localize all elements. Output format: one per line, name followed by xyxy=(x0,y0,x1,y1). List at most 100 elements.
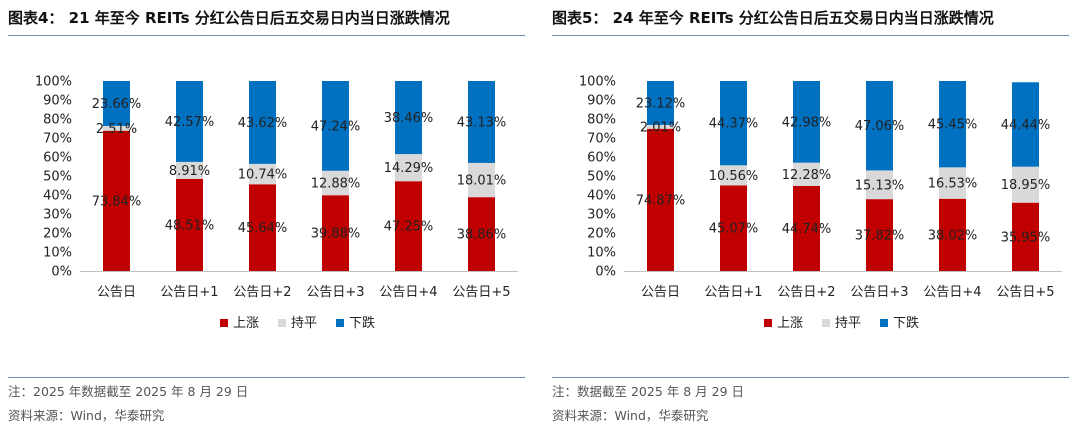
bar-segment-上涨 xyxy=(249,184,276,271)
bar-segment-持平 xyxy=(939,167,966,199)
data-label: 16.53% xyxy=(928,177,978,192)
y-tick-label: 60% xyxy=(587,151,616,166)
x-category-label: 公告日+2 xyxy=(233,285,291,300)
bar-segment-持平 xyxy=(249,163,276,185)
x-category-label: 公告日 xyxy=(97,285,136,300)
x-category-label: 公告日+4 xyxy=(923,285,981,300)
bar-segment-下跌 xyxy=(939,81,966,168)
data-label: 74.87% xyxy=(636,193,686,208)
bar-segment-下跌 xyxy=(322,81,349,171)
chart-panel-left: 图表4： 21 年至今 REITs 分红公告日后五交易日内当日涨跌情况 0% 10… xyxy=(8,0,533,430)
bar-segment-持平 xyxy=(395,154,422,182)
bar-segment-持平 xyxy=(468,162,495,198)
data-label: 23.66% xyxy=(92,97,142,112)
x-category-label: 公告日+1 xyxy=(704,285,762,300)
data-label: 73.84% xyxy=(92,194,142,209)
x-category-label: 公告日+5 xyxy=(996,285,1054,300)
data-label: 44.37% xyxy=(709,117,759,132)
y-tick-label: 90% xyxy=(587,94,616,109)
data-label: 44.74% xyxy=(782,222,832,237)
title-rule xyxy=(552,35,1069,36)
data-label: 38.46% xyxy=(384,111,434,126)
data-label: 43.62% xyxy=(238,116,288,131)
legend-swatch xyxy=(278,319,286,327)
data-label: 39.88% xyxy=(311,227,361,242)
x-category-label: 公告日+1 xyxy=(160,285,218,300)
y-tick-label: 40% xyxy=(587,189,616,204)
x-category-label: 公告日+5 xyxy=(452,285,510,300)
bar-segment-下跌 xyxy=(720,81,747,166)
chart-title: 图表5： 24 年至今 REITs 分红公告日后五交易日内当日涨跌情况 xyxy=(552,9,994,27)
bar-segment-上涨 xyxy=(939,198,966,271)
bar-segment-上涨 xyxy=(322,195,349,271)
bar-segment-上涨 xyxy=(103,130,130,271)
legend-label: 下跌 xyxy=(349,315,375,331)
data-label: 38.86% xyxy=(457,228,507,243)
legend-swatch xyxy=(822,319,830,327)
legend-swatch xyxy=(336,319,344,327)
y-tick-label: 50% xyxy=(587,170,616,185)
bar-segment-上涨 xyxy=(395,181,422,271)
data-label: 8.91% xyxy=(169,164,210,179)
bar-segment-下跌 xyxy=(1012,82,1039,167)
bar-segment-上涨 xyxy=(793,185,820,271)
bar-segment-上涨 xyxy=(647,128,674,271)
legend-label: 上涨 xyxy=(233,316,259,331)
y-tick-label: 100% xyxy=(579,75,616,90)
y-tick-label: 70% xyxy=(587,132,616,147)
title-rule xyxy=(8,35,525,36)
data-label: 47.06% xyxy=(855,119,905,134)
bar-segment-下跌 xyxy=(468,81,495,163)
y-tick-label: 90% xyxy=(43,94,72,109)
bar-segment-持平 xyxy=(866,170,893,200)
data-label: 47.24% xyxy=(311,119,361,134)
bar-segment-下跌 xyxy=(249,81,276,164)
bar-segment-下跌 xyxy=(395,81,422,155)
bar-segment-下跌 xyxy=(866,80,893,171)
y-tick-label: 10% xyxy=(43,246,72,261)
x-category-label: 公告日+3 xyxy=(850,285,908,300)
y-tick-label: 0% xyxy=(51,265,72,280)
data-label: 43.13% xyxy=(457,115,507,130)
legend-label: 持平 xyxy=(835,316,861,331)
y-tick-label: 30% xyxy=(587,208,616,223)
legend-swatch xyxy=(220,319,228,327)
legend-swatch xyxy=(880,319,888,327)
x-category-label: 公告日 xyxy=(641,285,680,300)
data-label: 35.95% xyxy=(1001,230,1051,245)
bar-segment-持平 xyxy=(1012,166,1039,203)
bar-segment-下跌 xyxy=(176,81,203,162)
legend-label: 持平 xyxy=(291,316,317,331)
chart-panel-right: 图表5： 24 年至今 REITs 分红公告日后五交易日内当日涨跌情况 0% 10… xyxy=(552,0,1077,430)
data-label: 18.01% xyxy=(457,174,507,189)
bar-segment-持平 xyxy=(176,161,203,179)
bar-segment-上涨 xyxy=(720,185,747,271)
y-tick-label: 10% xyxy=(587,246,616,261)
data-label: 45.07% xyxy=(709,222,759,237)
data-label: 2.01% xyxy=(640,120,681,135)
y-tick-label: 80% xyxy=(43,113,72,128)
data-label: 45.64% xyxy=(238,221,288,236)
legend-swatch xyxy=(764,319,772,327)
x-category-label: 公告日+3 xyxy=(306,285,364,300)
data-label: 38.02% xyxy=(928,228,978,243)
stacked-bar-chart: 0% 10% 20% 30% 40% 50% 60% 70% 80% 90% 100% 73.84% 2… xyxy=(35,75,518,331)
bar-segment-持平 xyxy=(793,162,820,186)
bar-segment-上涨 xyxy=(468,197,495,271)
footer-rule xyxy=(8,377,525,378)
data-label: 47.25% xyxy=(384,220,434,235)
x-category-label: 公告日+2 xyxy=(777,285,835,300)
legend-label: 下跌 xyxy=(893,315,919,331)
x-category-label: 公告日+4 xyxy=(379,285,437,300)
data-label: 44.44% xyxy=(1001,118,1051,133)
data-label: 45.45% xyxy=(928,118,978,133)
chart-source: 资料来源：Wind，华泰研究 xyxy=(552,408,709,423)
bar-segment-上涨 xyxy=(176,178,203,271)
y-tick-label: 40% xyxy=(43,189,72,204)
y-tick-label: 50% xyxy=(43,170,72,185)
bar-segment-下跌 xyxy=(793,81,820,163)
bar-segment-持平 xyxy=(322,170,349,196)
y-tick-label: 30% xyxy=(43,208,72,223)
chart-source: 资料来源：Wind，华泰研究 xyxy=(8,408,165,423)
data-label: 23.12% xyxy=(636,96,686,111)
